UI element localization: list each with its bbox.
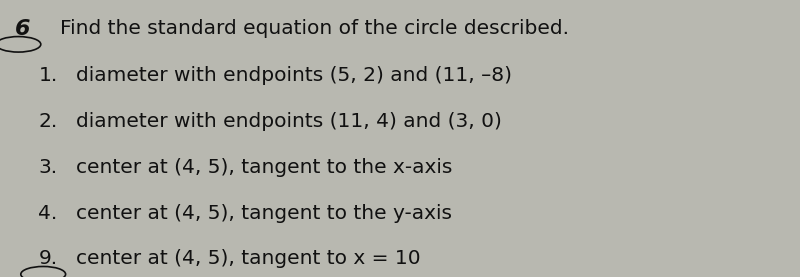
Text: center at (4, 5), tangent to x = 10: center at (4, 5), tangent to x = 10: [76, 249, 421, 268]
Text: 4.: 4.: [38, 204, 58, 223]
Text: 1.: 1.: [38, 66, 58, 86]
Text: 3.: 3.: [38, 158, 58, 177]
Text: 6: 6: [14, 19, 30, 39]
Text: 9.: 9.: [38, 249, 58, 268]
Text: Find the standard equation of the circle described.: Find the standard equation of the circle…: [60, 19, 569, 39]
Text: diameter with endpoints (5, 2) and (11, –8): diameter with endpoints (5, 2) and (11, …: [76, 66, 512, 86]
Text: center at (4, 5), tangent to the x-axis: center at (4, 5), tangent to the x-axis: [76, 158, 452, 177]
Text: diameter with endpoints (11, 4) and (3, 0): diameter with endpoints (11, 4) and (3, …: [76, 112, 502, 131]
Text: 2.: 2.: [38, 112, 58, 131]
Text: center at (4, 5), tangent to the y-axis: center at (4, 5), tangent to the y-axis: [76, 204, 452, 223]
